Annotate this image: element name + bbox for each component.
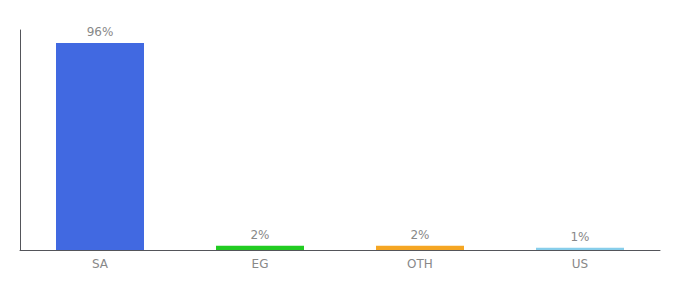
svg-text:EG: EG [252, 257, 269, 271]
svg-text:1%: 1% [570, 230, 589, 244]
svg-text:2%: 2% [410, 228, 429, 242]
svg-text:OTH: OTH [407, 257, 433, 271]
svg-text:US: US [572, 257, 588, 271]
svg-text:2%: 2% [250, 228, 269, 242]
svg-text:SA: SA [92, 257, 109, 271]
svg-text:96%: 96% [87, 25, 114, 39]
